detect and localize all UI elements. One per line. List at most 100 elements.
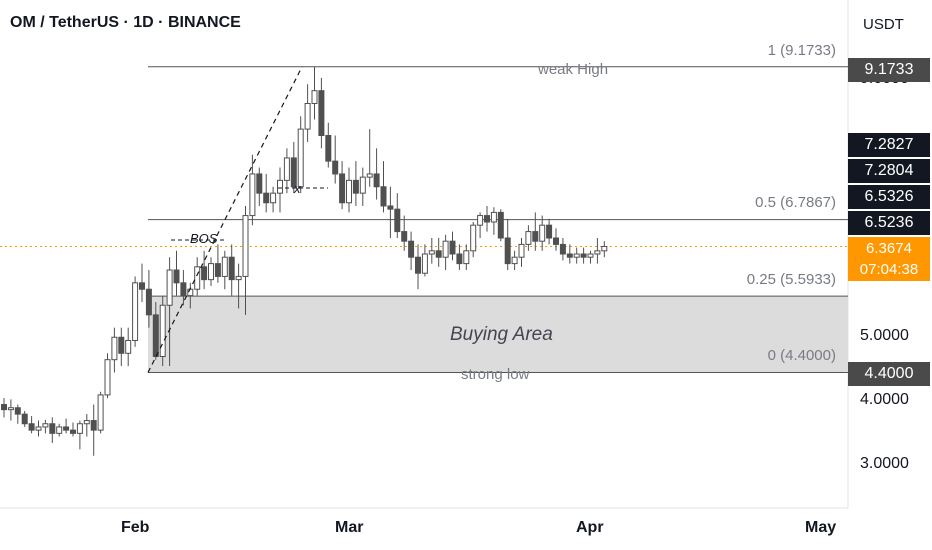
candle-body — [532, 231, 539, 242]
candle-body — [21, 413, 28, 425]
candle-body — [104, 359, 111, 396]
candle-body — [235, 275, 242, 281]
candle-body — [421, 253, 428, 274]
price-tag-high: 9.1733 — [848, 58, 930, 82]
candle-body — [228, 256, 235, 281]
candle-body — [380, 186, 387, 207]
candle-body — [546, 224, 553, 239]
candle-body — [504, 237, 511, 265]
candle-body — [42, 423, 49, 428]
candle-body — [594, 250, 601, 255]
price-tag-4: 6.5236 — [848, 211, 930, 235]
candle-body — [28, 423, 35, 431]
currency-label[interactable]: USDT — [863, 16, 904, 33]
x-tick-apr: Apr — [576, 519, 604, 536]
candle-body — [208, 263, 214, 281]
candle-body — [63, 426, 70, 431]
candle-body — [484, 215, 490, 223]
fib-label-0: 0 (4.4000) — [767, 347, 836, 364]
candle-body — [70, 429, 76, 434]
fib-label-1: 1 (9.1733) — [767, 42, 836, 59]
candle-body — [553, 237, 559, 245]
candle-body — [477, 215, 484, 226]
chart-title: OM / TetherUS · 1D · BINANCE — [10, 14, 241, 31]
candle-body — [180, 282, 187, 297]
candle-body — [249, 173, 256, 217]
candle-body — [373, 173, 380, 188]
strong-low-label: strong low — [461, 366, 530, 383]
candle-body — [318, 90, 325, 137]
candle-body — [7, 407, 14, 411]
price-tag-low: 4.4000 — [848, 362, 930, 386]
candle-body — [290, 157, 297, 188]
candle-body — [511, 256, 518, 265]
candle-body — [346, 179, 352, 204]
candle-body — [214, 263, 221, 277]
candle-body — [559, 243, 566, 255]
candle-body — [366, 173, 373, 178]
x-tick-may: May — [805, 519, 837, 536]
candle-body — [187, 288, 194, 297]
candle-body — [442, 240, 449, 258]
candle-body — [539, 224, 546, 242]
candle-body — [221, 256, 228, 277]
candle-body — [435, 250, 442, 258]
weak-high-label: weak High — [538, 61, 609, 78]
candle-body — [580, 253, 587, 258]
bos-label: BOS — [190, 231, 218, 246]
candle-body — [325, 135, 332, 162]
candle-body — [256, 173, 263, 194]
candle-body — [283, 157, 290, 181]
y-tick-3: 3.0000 — [860, 455, 909, 472]
candle-body — [83, 420, 90, 425]
candle-body — [566, 253, 573, 258]
candle-body — [359, 176, 366, 194]
fib-label-0-5: 0.5 (6.7867) — [755, 194, 836, 211]
buying-area-label: Buying Area — [450, 324, 553, 345]
candle-body — [470, 224, 477, 252]
candle-body — [132, 282, 139, 341]
candle-body — [263, 192, 270, 204]
candle-body — [352, 179, 359, 194]
candle-body — [587, 253, 594, 258]
price-tag-1: 7.2827 — [848, 133, 930, 157]
candle-body — [35, 426, 42, 431]
candle-body — [490, 211, 497, 223]
candle-body — [304, 102, 311, 130]
candle-body — [90, 420, 97, 431]
fib-label-0-25: 0.25 (5.5933) — [746, 271, 836, 288]
candle-body — [14, 407, 21, 415]
candle-body — [49, 423, 56, 434]
candle-body — [387, 205, 394, 210]
candle-body — [194, 266, 201, 290]
candle-body — [145, 288, 152, 316]
candle-body — [415, 256, 421, 274]
candle-body — [297, 128, 304, 188]
candle-body — [518, 243, 525, 258]
candle-body — [332, 160, 339, 175]
candle-body — [573, 253, 580, 258]
candle-body — [449, 240, 456, 255]
candle-body — [601, 245, 608, 252]
candle-body — [394, 208, 401, 233]
candle-body — [159, 304, 166, 357]
candle-body — [428, 250, 435, 255]
candle-body — [56, 426, 63, 434]
candle-body — [456, 253, 463, 265]
candle-body — [125, 339, 132, 354]
candle-body — [139, 282, 145, 290]
countdown-value: 07:04:38 — [859, 261, 919, 278]
price-tag-3: 6.5326 — [848, 185, 930, 209]
candle-body — [463, 250, 470, 265]
y-tick-5: 5.0000 — [860, 327, 909, 344]
candle-body — [270, 192, 277, 204]
price-tag-2: 7.2804 — [848, 159, 930, 183]
current-price-value: 6.3674 — [866, 240, 912, 257]
trend-dashed-line — [147, 66, 303, 373]
x-tick-mar: Mar — [335, 519, 364, 536]
candle-body — [242, 215, 249, 277]
candle-body — [311, 90, 318, 104]
candle-body — [97, 394, 104, 431]
candle-body — [339, 173, 346, 204]
